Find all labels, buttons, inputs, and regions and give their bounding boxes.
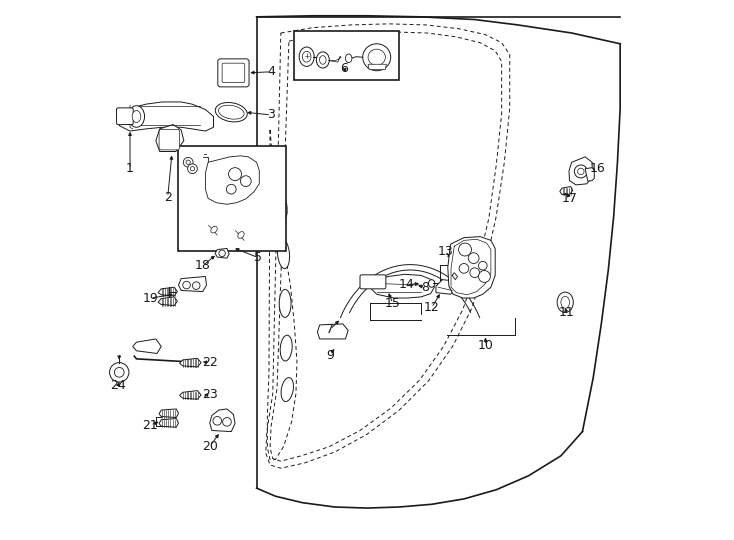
FancyBboxPatch shape [222,63,244,83]
Ellipse shape [299,47,314,66]
Ellipse shape [238,232,244,238]
Circle shape [109,363,129,382]
Polygon shape [370,274,435,298]
Text: 21: 21 [142,418,159,431]
Ellipse shape [316,52,330,68]
Text: 9: 9 [327,349,334,362]
Ellipse shape [277,239,289,268]
Circle shape [213,416,222,425]
Text: 22: 22 [202,356,217,369]
Circle shape [188,164,197,173]
Polygon shape [180,359,201,367]
Text: 3: 3 [267,109,275,122]
Text: 14: 14 [399,278,415,291]
Text: 4: 4 [267,65,275,78]
Text: 15: 15 [385,297,401,310]
Polygon shape [585,167,595,181]
Polygon shape [215,248,229,258]
Polygon shape [178,276,206,292]
Ellipse shape [215,103,247,122]
Polygon shape [448,237,495,298]
Circle shape [241,176,251,186]
Ellipse shape [302,51,311,62]
Circle shape [575,165,587,178]
Circle shape [470,268,479,278]
Circle shape [479,261,487,270]
Polygon shape [206,156,259,204]
FancyBboxPatch shape [159,130,180,150]
Text: 7: 7 [327,323,335,336]
Text: 18: 18 [195,259,211,272]
Text: 20: 20 [202,440,218,453]
FancyBboxPatch shape [218,59,249,87]
Ellipse shape [280,335,292,361]
Polygon shape [158,297,178,306]
Circle shape [222,417,231,426]
Circle shape [228,167,241,180]
Text: 11: 11 [559,306,574,319]
Polygon shape [436,280,456,294]
Polygon shape [317,324,348,339]
Ellipse shape [561,296,570,308]
Polygon shape [180,390,201,399]
Ellipse shape [363,44,390,71]
Circle shape [459,243,471,256]
Ellipse shape [128,106,145,127]
Circle shape [578,168,584,174]
FancyBboxPatch shape [360,275,386,289]
Text: 17: 17 [562,192,578,205]
Text: 2: 2 [164,191,172,204]
Ellipse shape [219,105,244,119]
Ellipse shape [275,191,287,220]
Polygon shape [210,409,235,431]
Ellipse shape [368,49,385,65]
Ellipse shape [281,377,294,402]
Text: 12: 12 [424,301,440,314]
Text: 8: 8 [421,281,429,294]
Ellipse shape [557,292,573,313]
Circle shape [219,250,225,256]
Polygon shape [159,409,178,417]
FancyBboxPatch shape [117,108,134,125]
Text: 19: 19 [142,292,159,305]
Text: 5: 5 [254,251,262,264]
Text: 24: 24 [110,379,126,392]
Ellipse shape [346,54,352,63]
Circle shape [190,166,195,171]
Polygon shape [368,64,386,70]
Bar [178,146,286,251]
Polygon shape [119,102,214,131]
Text: 13: 13 [437,245,453,258]
Circle shape [184,158,193,167]
Polygon shape [159,418,178,427]
Ellipse shape [132,111,141,123]
Polygon shape [158,287,178,296]
Text: 1: 1 [126,162,134,176]
Circle shape [226,184,236,194]
Polygon shape [328,56,341,62]
Circle shape [192,282,200,289]
Ellipse shape [319,56,326,64]
Text: 6: 6 [341,62,349,75]
Circle shape [115,368,124,377]
Circle shape [183,281,190,289]
Polygon shape [569,157,592,185]
Text: 16: 16 [589,162,606,176]
Circle shape [459,264,469,273]
Bar [294,31,399,80]
Polygon shape [560,186,573,194]
Text: 23: 23 [202,388,217,401]
Circle shape [479,271,490,282]
Ellipse shape [429,280,435,287]
Polygon shape [313,53,327,58]
Ellipse shape [211,226,217,233]
Polygon shape [156,125,184,152]
Polygon shape [133,339,161,354]
Text: 10: 10 [478,339,493,352]
Circle shape [468,253,479,264]
Circle shape [186,160,190,165]
Ellipse shape [279,289,291,318]
